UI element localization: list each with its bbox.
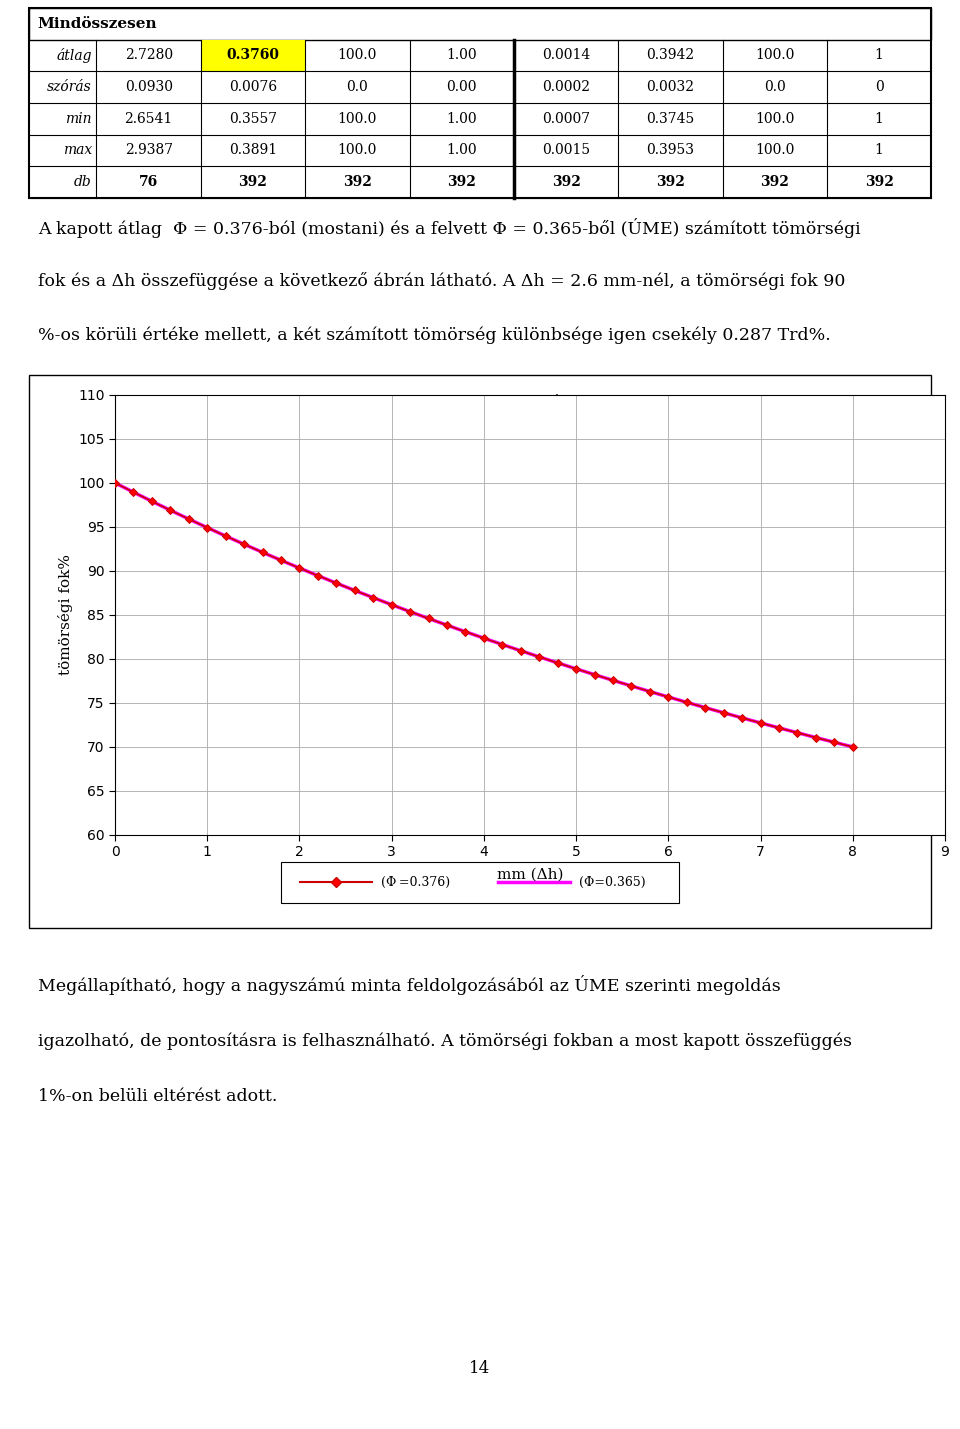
Text: 0.3942: 0.3942 (646, 49, 694, 63)
Text: 0.0930: 0.0930 (125, 80, 173, 94)
Text: 392: 392 (552, 176, 581, 189)
Text: 0: 0 (875, 80, 883, 94)
Text: 0.3891: 0.3891 (228, 143, 277, 157)
Text: 392: 392 (865, 176, 894, 189)
Text: 0.00: 0.00 (446, 80, 477, 94)
Text: 1.00: 1.00 (446, 111, 477, 126)
Text: %-os körüli értéke mellett, a két számított tömörség különbsége igen csekély 0.2: %-os körüli értéke mellett, a két számít… (37, 326, 830, 344)
Text: 2.6541: 2.6541 (125, 111, 173, 126)
Text: 0.0: 0.0 (347, 80, 369, 94)
Text: 1.00: 1.00 (446, 49, 477, 63)
Text: 1.00: 1.00 (446, 143, 477, 157)
Y-axis label: tömörségi fok%: tömörségi fok% (58, 554, 73, 676)
Text: 100.0: 100.0 (338, 49, 377, 63)
Text: 0.3557: 0.3557 (228, 111, 277, 126)
X-axis label: mm (Δh): mm (Δh) (496, 867, 564, 882)
Text: 100.0: 100.0 (755, 49, 794, 63)
Text: 0.3953: 0.3953 (646, 143, 694, 157)
Text: 100.0: 100.0 (755, 111, 794, 126)
Text: 392: 392 (760, 176, 789, 189)
Text: 0.0014: 0.0014 (541, 49, 590, 63)
Text: (Φ=0.365): (Φ=0.365) (579, 876, 646, 889)
Bar (281, 862, 679, 903)
Text: A kapott átlag  Φ = 0.376-ból (mostani) és a felvett Φ = 0.365-ből (ÚME) számíto: A kapott átlag Φ = 0.376-ból (mostani) é… (37, 219, 860, 239)
Text: átlag: átlag (57, 49, 92, 63)
Text: 76: 76 (139, 176, 158, 189)
Text: Trd% - Δh összefüggés: Trd% - Δh összefüggés (392, 394, 568, 409)
Text: 0.0002: 0.0002 (542, 80, 590, 94)
Text: 0.3745: 0.3745 (646, 111, 694, 126)
Text: Mindösszesen: Mindösszesen (37, 17, 157, 30)
Text: 2.9387: 2.9387 (125, 143, 173, 157)
Text: szórás: szórás (47, 80, 92, 94)
Text: 1: 1 (875, 49, 883, 63)
Text: 392: 392 (238, 176, 268, 189)
Bar (201, 40, 305, 71)
Text: 100.0: 100.0 (755, 143, 794, 157)
Text: 0.0: 0.0 (764, 80, 785, 94)
Text: 1%-on belüli eltérést adott.: 1%-on belüli eltérést adott. (37, 1087, 277, 1105)
Text: 14: 14 (469, 1360, 491, 1376)
Text: 2.7280: 2.7280 (125, 49, 173, 63)
Text: 0.3760: 0.3760 (227, 49, 279, 63)
Text: 0.0032: 0.0032 (646, 80, 694, 94)
Bar (29, 9, 931, 40)
Text: Megállapítható, hogy a nagyszámú minta feldolgozásából az ÚME szerinti megoldás: Megállapítható, hogy a nagyszámú minta f… (37, 976, 780, 996)
Text: 0.0076: 0.0076 (228, 80, 277, 94)
Text: fok és a Δh összefüggése a következő ábrán látható. A Δh = 2.6 mm-nél, a tömörsé: fok és a Δh összefüggése a következő ábr… (37, 273, 845, 290)
Text: 100.0: 100.0 (338, 143, 377, 157)
Text: max: max (62, 143, 92, 157)
Text: (Φ =0.376): (Φ =0.376) (381, 876, 450, 889)
Text: 1: 1 (875, 143, 883, 157)
Text: db: db (74, 176, 92, 189)
Text: 392: 392 (343, 176, 372, 189)
Text: 100.0: 100.0 (338, 111, 377, 126)
Text: min: min (65, 111, 92, 126)
Text: 0.0007: 0.0007 (542, 111, 590, 126)
Text: 0.0015: 0.0015 (542, 143, 590, 157)
Text: 1: 1 (875, 111, 883, 126)
Text: 392: 392 (447, 176, 476, 189)
Text: igazolható, de pontosításra is felhasználható. A tömörségi fokban a most kapott : igazolható, de pontosításra is felhaszná… (37, 1033, 852, 1050)
Text: 392: 392 (656, 176, 684, 189)
